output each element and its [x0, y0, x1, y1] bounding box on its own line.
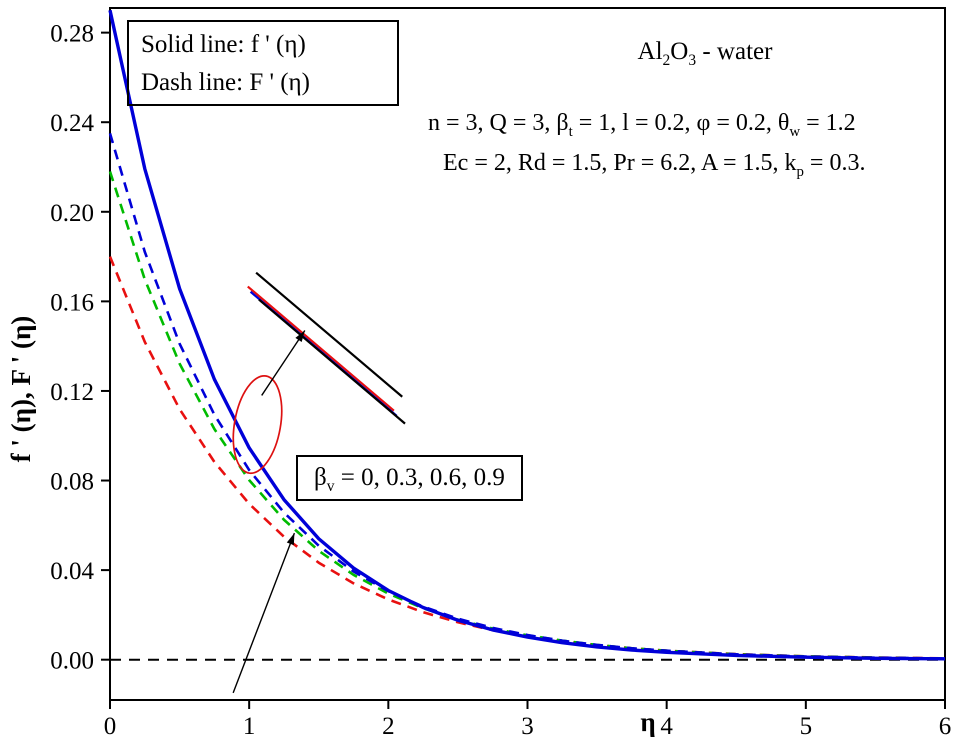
inset-zoom-line — [247, 285, 395, 412]
x-tick-label: 2 — [382, 713, 395, 739]
x-axis-title: η — [640, 707, 655, 737]
x-tick-label: 6 — [939, 713, 952, 739]
legend-solid-line-label: Solid line: f ' (η) — [141, 31, 306, 58]
y-tick-label: 0.24 — [50, 110, 94, 137]
x-tick-label: 3 — [521, 713, 534, 739]
y-tick-label: 0.08 — [50, 469, 94, 496]
y-tick-label: 0.20 — [50, 200, 94, 227]
y-tick-label: 0.04 — [50, 558, 94, 585]
highlight-ellipse — [232, 375, 283, 475]
x-tick-label: 5 — [800, 713, 813, 739]
parameters-line-2: Ec = 2, Rd = 1.5, Pr = 6.2, A = 1.5, kp … — [443, 150, 866, 180]
x-tick-label: 0 — [104, 713, 117, 739]
y-tick-label: 0.12 — [50, 379, 94, 406]
series-F-prime-dash-blue — [108, 133, 946, 660]
x-tick-label: 4 — [660, 713, 673, 739]
arrow-head — [295, 330, 305, 343]
arrow-head — [286, 533, 295, 546]
legend-box: Solid line: f ' (η) Dash line: F ' (η) — [127, 20, 399, 106]
annotation-arrow — [232, 532, 296, 694]
parameters-line-1: n = 3, Q = 3, βt = 1, l = 0.2, φ = 0.2, … — [428, 110, 856, 140]
inset-zoom-line — [255, 271, 403, 398]
legend-dash-line-label: Dash line: F ' (η) — [141, 69, 310, 96]
fluid-label: Al2O3 - water — [637, 38, 773, 69]
inset-zoom-line — [258, 298, 406, 425]
x-tick-label: 1 — [243, 713, 256, 739]
y-axis-title: f ' (η), F ' (η) — [6, 316, 36, 463]
y-tick-label: 0.16 — [50, 289, 94, 316]
y-tick-label: 0.00 — [50, 648, 94, 675]
y-tick-label: 0.28 — [50, 21, 94, 48]
beta-v-label-box: βv = 0, 0.3, 0.6, 0.9 — [296, 455, 523, 501]
annotation-arrow — [261, 330, 306, 396]
series-f-prime-solid-blue — [108, 9, 946, 661]
